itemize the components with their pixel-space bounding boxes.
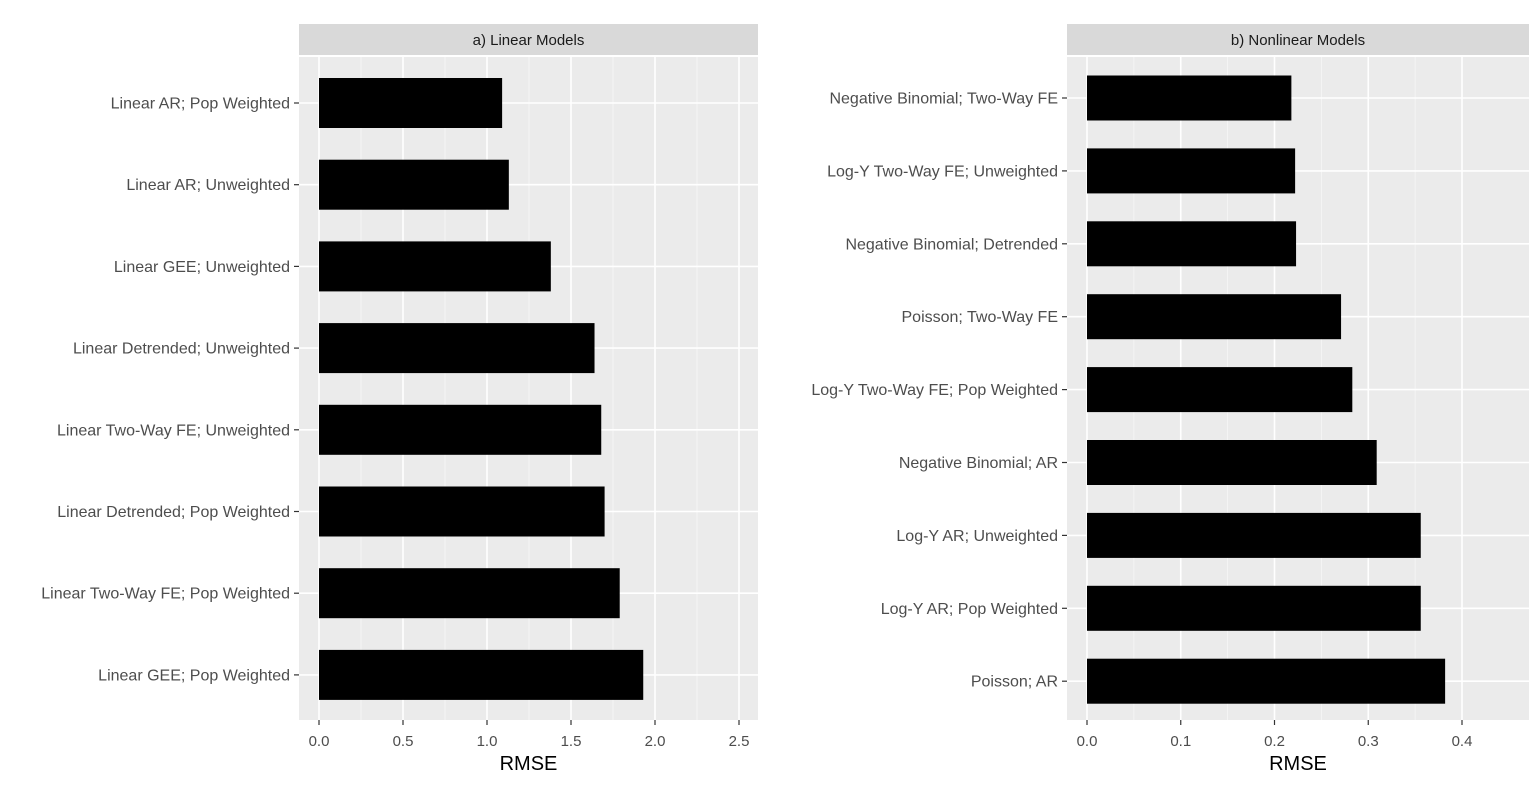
x-tick-label: 0.3 [1358, 733, 1379, 750]
x-tick-label: 0.0 [1077, 733, 1098, 750]
category-label: Poisson; AR [971, 674, 1058, 691]
bar [319, 649, 644, 700]
category-label: Linear Two-Way FE; Pop Weighted [41, 586, 290, 603]
category-label: Linear Detrended; Unweighted [73, 341, 290, 358]
x-tick-label: 0.0 [309, 733, 330, 750]
x-tick-label: 2.0 [645, 733, 666, 750]
panel-nonlinear-models: b) Nonlinear Models Negative Binomial; Tw… [811, 24, 1529, 775]
category-label: Log-Y AR; Unweighted [896, 528, 1058, 545]
category-label: Log-Y Two-Way FE; Unweighted [827, 163, 1058, 180]
panel-linear-models: a) Linear Models Linear AR; Pop Weighted L… [41, 24, 758, 775]
bar [1087, 658, 1446, 704]
x-tick-label: 0.5 [393, 733, 414, 750]
category-label: Linear AR; Unweighted [126, 177, 290, 194]
bar [319, 486, 605, 537]
category-label: Linear Detrended; Pop Weighted [57, 504, 290, 521]
bar [1087, 221, 1297, 267]
panel-strip [299, 24, 758, 55]
x-tick-label: 1.5 [561, 733, 582, 750]
x-tick-label: 0.4 [1452, 733, 1473, 750]
bar [319, 78, 503, 128]
category-label: Linear Two-Way FE; Unweighted [57, 422, 290, 439]
panel-title: b) Nonlinear Models [1231, 32, 1365, 49]
category-label: Linear AR; Pop Weighted [111, 96, 290, 113]
bar [1087, 367, 1353, 413]
panel-title: a) Linear Models [473, 32, 585, 49]
plot-area [299, 57, 758, 720]
x-tick-label: 1.0 [477, 733, 498, 750]
panel-strip [1067, 24, 1529, 55]
x-tick-label: 0.1 [1170, 733, 1191, 750]
bar [1087, 440, 1377, 485]
bar [1087, 294, 1342, 340]
category-label: Negative Binomial; AR [899, 455, 1058, 472]
bar [1087, 512, 1421, 558]
bar [319, 404, 602, 455]
category-label: Poisson; Two-Way FE [902, 309, 1059, 326]
category-label: Negative Binomial; Two-Way FE [829, 91, 1058, 108]
x-axis-title: RMSE [1269, 753, 1327, 775]
bar [319, 568, 620, 619]
category-label: Log-Y Two-Way FE; Pop Weighted [811, 382, 1058, 399]
bar [319, 159, 509, 210]
category-label: Log-Y AR; Pop Weighted [881, 601, 1058, 618]
category-label: Linear GEE; Pop Weighted [98, 667, 290, 684]
bar [1087, 148, 1296, 194]
bar [1087, 75, 1292, 121]
x-tick-label: 2.5 [729, 733, 750, 750]
category-label: Negative Binomial; Detrended [845, 236, 1058, 253]
x-tick-label: 0.2 [1264, 733, 1285, 750]
bar [319, 241, 551, 292]
bar [319, 323, 595, 374]
x-axis-title: RMSE [500, 753, 558, 775]
category-label: Linear GEE; Unweighted [114, 259, 290, 276]
bar [1087, 585, 1421, 631]
